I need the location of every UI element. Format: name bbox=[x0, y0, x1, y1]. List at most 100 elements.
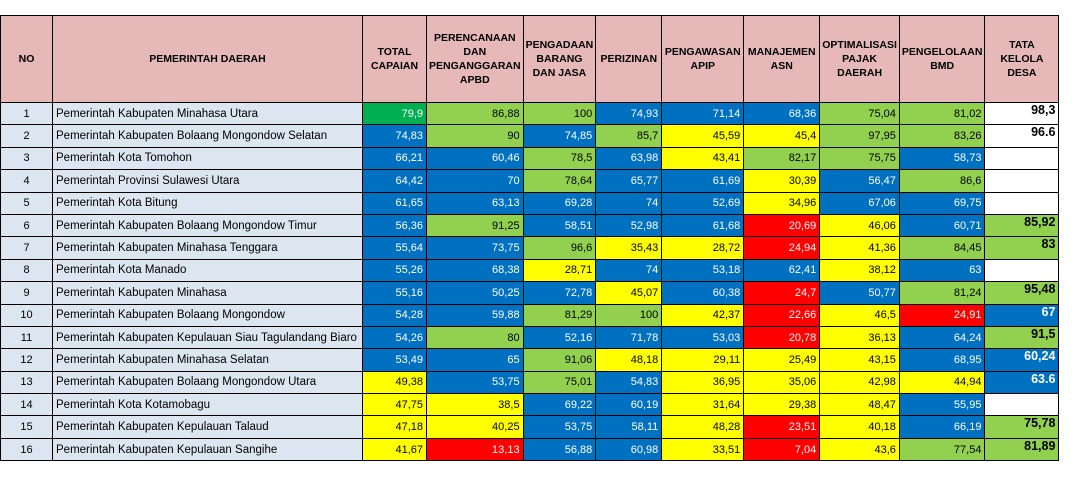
score-cell: 69,28 bbox=[522, 191, 597, 215]
region-name: Pemerintah Kota Tomohon bbox=[52, 146, 363, 171]
score-cell: 56,47 bbox=[819, 169, 900, 193]
score-cell: 50,25 bbox=[426, 281, 524, 305]
score-cell: 29,11 bbox=[661, 348, 745, 372]
score-cell: 36,13 bbox=[819, 325, 900, 350]
score-cell: 63,98 bbox=[595, 146, 663, 171]
table-row: 1 Pemerintah Kabupaten Minahasa Utara 79,9… bbox=[0, 101, 1060, 126]
score-cell: 43,6 bbox=[819, 437, 900, 462]
score-cell: 77,54 bbox=[898, 437, 986, 462]
score-cell: 22,66 bbox=[743, 303, 821, 327]
score-cell: 68,95 bbox=[898, 348, 986, 372]
region-name: Pemerintah Kabupaten Kepulauan Sangihe bbox=[52, 437, 363, 462]
score-cell-tata-kelola-desa bbox=[984, 258, 1060, 283]
row-number: 15 bbox=[0, 415, 53, 439]
region-name: Pemerintah Kabupaten Minahasa bbox=[52, 281, 363, 305]
row-number: 2 bbox=[0, 124, 53, 148]
score-cell: 66,21 bbox=[362, 146, 427, 171]
score-cell: 52,98 bbox=[595, 213, 663, 238]
score-cell: 45,4 bbox=[743, 124, 821, 148]
scores-table: NO PEMERINTAH DAERAH TOTAL CAPAIAN PEREN… bbox=[0, 15, 1060, 462]
score-cell: 55,16 bbox=[362, 281, 427, 305]
score-cell: 71,14 bbox=[661, 101, 745, 126]
score-cell: 47,18 bbox=[362, 415, 427, 439]
score-cell: 60,19 bbox=[595, 393, 663, 417]
score-cell: 49,38 bbox=[362, 370, 427, 395]
table-row: 11 Pemerintah Kabupaten Kepulauan Siau Ta… bbox=[0, 325, 1060, 350]
row-number: 3 bbox=[0, 146, 53, 171]
table-row: 8 Pemerintah Kota Manado 55,26 68,38 28,71 74… bbox=[0, 258, 1060, 283]
score-cell: 72,78 bbox=[522, 281, 597, 305]
table-row: 9 Pemerintah Kabupaten Minahasa 55,16 50,25… bbox=[0, 281, 1060, 305]
row-number: 13 bbox=[0, 370, 53, 395]
row-number: 9 bbox=[0, 281, 53, 305]
score-cell: 43,15 bbox=[819, 348, 900, 372]
score-cell: 42,37 bbox=[661, 303, 745, 327]
header-perizinan: PERIZINAN bbox=[595, 15, 663, 103]
score-cell: 55,26 bbox=[362, 258, 427, 283]
score-cell: 45,07 bbox=[595, 281, 663, 305]
score-cell: 100 bbox=[522, 101, 597, 126]
header-total-capaian: TOTAL CAPAIAN bbox=[362, 15, 427, 103]
score-cell: 28,71 bbox=[522, 258, 597, 283]
score-cell: 48,28 bbox=[661, 415, 745, 439]
row-number: 12 bbox=[0, 348, 53, 372]
score-cell: 81,29 bbox=[522, 303, 597, 327]
score-cell: 29,38 bbox=[743, 393, 821, 417]
score-cell: 54,28 bbox=[362, 303, 427, 327]
score-cell: 58,73 bbox=[898, 146, 986, 171]
table-row: 13 Pemerintah Kabupaten Bolaang Mongondow… bbox=[0, 370, 1060, 395]
score-cell: 7,04 bbox=[743, 437, 821, 462]
score-cell: 55,95 bbox=[898, 393, 986, 417]
score-cell-tata-kelola-desa bbox=[984, 191, 1060, 215]
region-name: Pemerintah Kota Bitung bbox=[52, 191, 363, 215]
score-cell: 24,91 bbox=[898, 303, 986, 327]
table-row: 2 Pemerintah Kabupaten Bolaang Mongondow … bbox=[0, 124, 1060, 148]
score-cell: 35,06 bbox=[743, 370, 821, 395]
score-cell: 78,64 bbox=[522, 169, 597, 193]
score-cell: 86,88 bbox=[426, 101, 524, 126]
header-pemerintah-daerah: PEMERINTAH DAERAH bbox=[52, 15, 363, 103]
score-cell: 35,43 bbox=[595, 236, 663, 260]
score-cell-tata-kelola-desa: 60,24 bbox=[984, 348, 1060, 372]
score-cell: 75,04 bbox=[819, 101, 900, 126]
row-number: 6 bbox=[0, 213, 53, 238]
table-row: 4 Pemerintah Provinsi Sulawesi Utara 64,42… bbox=[0, 169, 1060, 193]
header-manajemen-asn: MANAJEMEN ASN bbox=[743, 15, 821, 103]
score-cell: 60,71 bbox=[898, 213, 986, 238]
score-cell: 79,9 bbox=[362, 101, 427, 126]
score-cell: 38,12 bbox=[819, 258, 900, 283]
score-cell: 74 bbox=[595, 258, 663, 283]
score-cell: 68,36 bbox=[743, 101, 821, 126]
score-cell: 71,78 bbox=[595, 325, 663, 350]
score-cell-tata-kelola-desa: 81,89 bbox=[984, 437, 1060, 462]
score-cell: 61,69 bbox=[661, 169, 745, 193]
score-cell: 100 bbox=[595, 303, 663, 327]
score-cell: 66,19 bbox=[898, 415, 986, 439]
score-cell: 13,13 bbox=[426, 437, 524, 462]
score-cell: 70 bbox=[426, 169, 524, 193]
score-cell: 69,75 bbox=[898, 191, 986, 215]
score-cell-tata-kelola-desa: 95,48 bbox=[984, 281, 1060, 305]
score-cell: 81,02 bbox=[898, 101, 986, 126]
score-cell: 81,24 bbox=[898, 281, 986, 305]
region-name: Pemerintah Kabupaten Bolaang Mongondow S… bbox=[52, 124, 363, 148]
score-cell-tata-kelola-desa bbox=[984, 146, 1060, 171]
score-cell: 28,72 bbox=[661, 236, 745, 260]
score-cell: 53,18 bbox=[661, 258, 745, 283]
score-cell: 80 bbox=[426, 325, 524, 350]
header-pengadaan: PENGADAAN BARANG DAN JASA bbox=[522, 15, 597, 103]
score-cell: 55,64 bbox=[362, 236, 427, 260]
score-cell: 97,95 bbox=[819, 124, 900, 148]
score-cell: 62,41 bbox=[743, 258, 821, 283]
score-cell: 33,51 bbox=[661, 437, 745, 462]
score-cell: 60,46 bbox=[426, 146, 524, 171]
header-no: NO bbox=[0, 15, 53, 103]
score-cell: 43,41 bbox=[661, 146, 745, 171]
score-cell: 20,69 bbox=[743, 213, 821, 238]
score-cell: 52,69 bbox=[661, 191, 745, 215]
score-cell: 84,45 bbox=[898, 236, 986, 260]
score-cell: 53,75 bbox=[522, 415, 597, 439]
score-cell: 47,75 bbox=[362, 393, 427, 417]
row-number: 14 bbox=[0, 393, 53, 417]
table-row: 6 Pemerintah Kabupaten Bolaang Mongondow … bbox=[0, 213, 1060, 238]
